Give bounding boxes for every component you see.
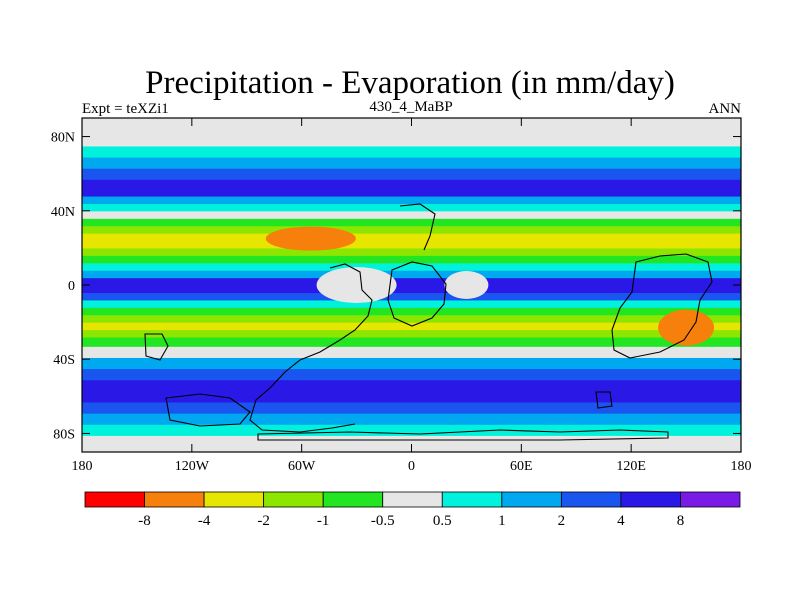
zonal-band: [82, 292, 741, 301]
zonal-band: [82, 285, 741, 294]
x-tick-label: 120W: [175, 459, 210, 474]
x-tick-label: 0: [408, 459, 415, 474]
zonal-band: [82, 218, 741, 227]
colorbar-swatch: [680, 491, 741, 508]
x-tick-label: 180: [731, 459, 752, 474]
y-tick-label: 80S: [53, 427, 75, 442]
x-tick-label: 60W: [288, 459, 316, 474]
coastline-northern-peninsula: [399, 203, 436, 251]
x-axis: 180 120W 60W 0 60E 120E 180: [72, 118, 752, 474]
period-label: 430_4_MaBP: [369, 99, 452, 115]
y-tick-label: 40S: [53, 353, 75, 368]
colorbar-swatch: [263, 491, 324, 508]
zonal-band: [82, 357, 741, 370]
colorbar-label: -8: [138, 513, 151, 529]
colorbar-label: 8: [677, 513, 685, 529]
zonal-band: [82, 210, 741, 219]
zonal-band: [82, 233, 741, 242]
zonal-band: [82, 203, 741, 212]
colorbar-swatch: [84, 491, 145, 508]
colorbar: -8 -4 -2 -1 -0.5 0.5 1 2 4 8: [84, 491, 741, 529]
y-tick-label: 80N: [51, 131, 75, 146]
zonal-band: [82, 346, 741, 358]
anomaly-region: [444, 271, 489, 299]
zonal-band: [82, 413, 741, 425]
zonal-band: [82, 195, 741, 204]
colorbar-swatch: [560, 491, 622, 508]
anomaly-region: [316, 267, 397, 303]
colorbar-swatch: [501, 491, 562, 508]
zonal-band: [82, 262, 741, 271]
zonal-band: [82, 225, 741, 234]
zonal-band: [82, 368, 741, 381]
x-tick-label: 120E: [616, 459, 646, 474]
colorbar-label: 2: [558, 513, 566, 529]
zonal-band: [82, 188, 741, 197]
colorbar-swatch: [382, 491, 443, 508]
y-tick-label: 0: [68, 279, 75, 294]
plot-area: [82, 118, 741, 452]
zonal-band: [82, 168, 741, 180]
zonal-band: [82, 424, 741, 436]
zonal-band: [82, 247, 741, 256]
experiment-label: Expt = teXZi1: [82, 101, 169, 117]
zonal-band: [82, 145, 741, 158]
zonal-band: [82, 307, 741, 316]
coastline-southern-ridge: [165, 393, 251, 427]
zonal-band: [82, 299, 741, 308]
anomaly-region: [658, 309, 715, 346]
zonal-band: [82, 379, 741, 392]
y-axis: 80N 40N 0 40S 80S: [51, 131, 741, 442]
zonal-band: [82, 255, 741, 264]
zonal-band: [82, 270, 741, 279]
zonal-band: [82, 329, 741, 338]
coastline-central-continent: [387, 261, 447, 327]
zonal-band: [82, 123, 741, 136]
zonal-band: [82, 277, 741, 286]
zonal-band: [82, 401, 741, 414]
x-tick-label: 180: [72, 459, 93, 474]
colorbar-swatch: [441, 491, 503, 508]
zonal-band: [82, 134, 741, 147]
season-label: ANN: [709, 101, 742, 117]
zonal-band: [82, 435, 741, 448]
colorbar-label: 4: [617, 513, 625, 529]
chart-title: Precipitation - Evaporation (in mm/day): [145, 65, 675, 101]
zonal-band: [82, 390, 741, 403]
zonal-band: [82, 336, 741, 347]
coastline-americas: [249, 263, 373, 433]
colorbar-label: 1: [498, 513, 506, 529]
x-tick-label: 60E: [510, 459, 533, 474]
coastline-antarctica: [257, 429, 669, 441]
colorbar-swatch: [203, 491, 265, 508]
colorbar-label: -4: [198, 513, 211, 529]
zonal-band: [82, 240, 741, 249]
anomaly-region: [265, 226, 356, 251]
coastline-southwest-islands: [144, 333, 169, 361]
colorbar-swatch: [620, 491, 681, 508]
coastline-southeast-island: [595, 391, 613, 409]
colorbar-label: -1: [317, 513, 330, 529]
colorbar-label: -0.5: [371, 513, 395, 529]
zonal-band: [82, 179, 741, 190]
colorbar-swatch: [322, 491, 384, 508]
y-tick-label: 40N: [51, 205, 75, 220]
coastline-eastern-landmass: [611, 253, 713, 359]
zonal-band: [82, 156, 741, 169]
anomaly-regions: [265, 226, 715, 346]
zonal-band: [82, 314, 741, 323]
colorbar-label: 0.5: [433, 513, 452, 529]
zonal-bands: [82, 118, 741, 452]
colorbar-label: -2: [257, 513, 270, 529]
continent-outlines: [144, 203, 713, 441]
colorbar-swatch: [144, 491, 205, 508]
